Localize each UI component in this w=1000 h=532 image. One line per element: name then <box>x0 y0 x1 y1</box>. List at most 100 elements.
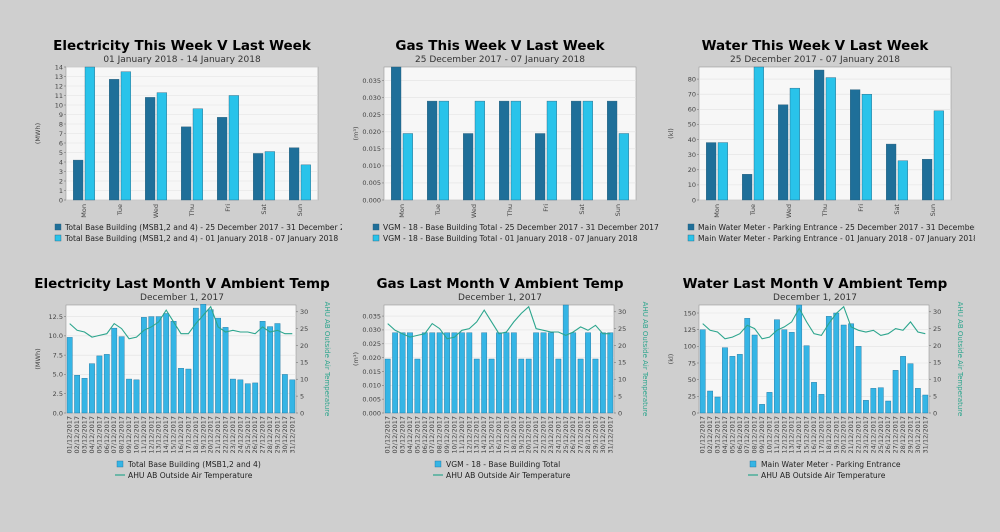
chart-title: Electricity Last Month V Ambient Temp <box>34 276 330 292</box>
x-tick-label: 17/12/2017 <box>184 416 192 453</box>
chart-subtitle: 25 December 2017 - 07 January 2018 <box>415 55 585 65</box>
x-tick-label: 14/12/2017 <box>795 416 803 453</box>
bar <box>811 382 817 414</box>
bar <box>81 378 88 414</box>
x-tick-label: 23/12/2017 <box>862 416 870 453</box>
bar <box>814 69 825 201</box>
x-tick-label: Tue <box>434 204 442 216</box>
x-tick-label: 22/12/2017 <box>222 416 230 453</box>
y-tick-label: 0.015 <box>362 145 381 153</box>
y-tick-label: 7.5 <box>53 351 63 359</box>
chart-subtitle: December 1, 2017 <box>773 293 857 303</box>
x-tick-label: 01/12/2017 <box>384 416 392 453</box>
y2-tick-label: 20 <box>300 342 308 350</box>
bar <box>289 147 300 201</box>
bar <box>407 332 413 414</box>
plot-area <box>698 66 952 201</box>
bar <box>886 143 897 201</box>
bar <box>503 332 510 414</box>
bar <box>253 153 264 201</box>
bar <box>259 321 266 414</box>
x-tick-label: 04/12/2017 <box>406 416 414 453</box>
chart-title: Gas This Week V Last Week <box>395 38 605 54</box>
bar <box>729 356 736 414</box>
y-tick-label: 0.020 <box>362 128 381 136</box>
y2-tick-label: 15 <box>300 359 308 367</box>
bar <box>870 388 877 414</box>
y-tick-label: 2.5 <box>53 390 63 398</box>
bar <box>766 392 773 414</box>
y2-axis-label: AHU AB Outside Air Temperature <box>956 302 964 417</box>
x-tick-label: 01/12/2017 <box>66 416 74 453</box>
x-tick-label: 19/12/2017 <box>832 416 840 453</box>
bar <box>148 316 155 414</box>
bar <box>742 174 753 201</box>
chart-svg: Water Last Month V Ambient TempDecember … <box>667 276 964 480</box>
bar <box>900 356 906 414</box>
legend-label: VGM - 18 - Base Building Total - 01 Janu… <box>383 234 638 243</box>
y2-tick-label: 25 <box>933 325 941 333</box>
bar <box>706 142 717 201</box>
x-tick-label: 06/12/2017 <box>103 416 111 453</box>
x-tick-label: Tue <box>116 204 124 216</box>
bar <box>402 133 413 201</box>
bar <box>525 358 532 414</box>
bar <box>192 307 199 414</box>
bar <box>577 358 584 414</box>
y-tick-label: 10 <box>55 101 63 109</box>
y2-tick-label: 15 <box>618 359 626 367</box>
y2-tick-label: 0 <box>300 409 304 417</box>
x-tick-label: 22/12/2017 <box>540 416 548 453</box>
x-tick-label: 12/12/2017 <box>465 416 473 453</box>
x-tick-label: 11/12/2017 <box>140 416 148 453</box>
legend-label: Main Water Meter - Parking Entrance - 01… <box>698 234 975 243</box>
y-tick-label: 7 <box>59 130 63 138</box>
y-tick-label: 0.020 <box>362 354 381 362</box>
legend-swatch <box>54 223 62 231</box>
x-tick-label: 09/12/2017 <box>758 416 766 453</box>
y-axis-label: (kl) <box>667 354 675 365</box>
bar <box>141 317 147 414</box>
x-tick-label: 11/12/2017 <box>773 416 781 453</box>
chart-water-week: Water This Week V Last Week 25 December 2… <box>655 34 975 294</box>
bar <box>217 117 228 201</box>
bar <box>600 332 606 414</box>
bar <box>796 304 803 414</box>
chart-subtitle: December 1, 2017 <box>140 293 224 303</box>
bar <box>244 383 251 414</box>
y-tick-label: 10.0 <box>49 332 63 340</box>
bar <box>825 77 836 201</box>
x-tick-label: 26/12/2017 <box>251 416 259 453</box>
bar <box>915 388 921 414</box>
bar <box>200 304 207 414</box>
x-tick-label: 18/12/2017 <box>192 416 200 453</box>
bar <box>907 363 914 414</box>
y-tick-label: 30 <box>688 151 696 159</box>
y-tick-label: 0 <box>692 409 696 417</box>
y2-tick-label: 10 <box>300 376 308 384</box>
x-tick-label: 13/12/2017 <box>155 416 163 453</box>
x-tick-label: 22/12/2017 <box>855 416 863 453</box>
x-tick-label: 26/12/2017 <box>884 416 892 453</box>
x-tick-label: Fri <box>224 204 232 212</box>
bar <box>714 396 721 414</box>
y-tick-label: 100 <box>684 343 696 351</box>
bar <box>897 160 908 201</box>
chart-electricity-month: Electricity Last Month V Ambient Temp Dec… <box>22 272 342 532</box>
y-tick-label: 0.010 <box>362 382 381 390</box>
y-tick-label: 50 <box>688 121 696 129</box>
chart-gas-week: Gas This Week V Last Week 25 December 201… <box>340 34 660 294</box>
x-tick-label: 28/12/2017 <box>899 416 907 453</box>
x-tick-label: Fri <box>857 204 865 212</box>
bar <box>548 332 554 414</box>
legend-label: Total Base Building (MSB1,2 and 4) - 25 … <box>64 223 342 232</box>
bar <box>533 332 539 414</box>
x-tick-label: 15/12/2017 <box>803 416 811 453</box>
legend-swatch <box>116 460 124 468</box>
bar <box>818 394 825 414</box>
y-tick-label: 0.000 <box>362 196 381 204</box>
bar <box>66 337 73 414</box>
x-tick-label: 24/12/2017 <box>554 416 562 453</box>
x-tick-label: 13/12/2017 <box>473 416 481 453</box>
